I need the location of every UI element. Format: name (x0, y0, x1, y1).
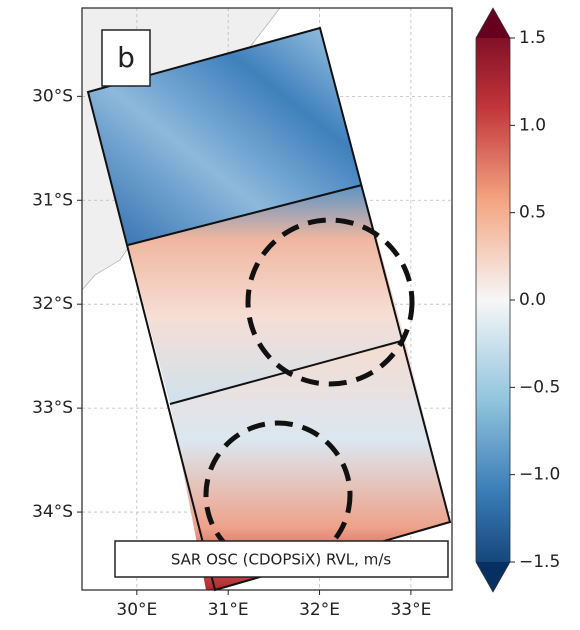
map-frame (81, 7, 453, 591)
swath-outline (86, 26, 452, 592)
panel-label: b (117, 41, 135, 74)
x-tick-label: 30°E (116, 600, 157, 620)
swath (88, 28, 362, 245)
panel-label-box (101, 29, 151, 87)
x-tick-label: 32°E (299, 600, 340, 620)
colorbar-tick-label: −0.5 (519, 377, 560, 397)
colorbar-tick-label: −1.0 (519, 465, 560, 485)
swath-divider (127, 184, 363, 246)
y-tick-label: 32°S (32, 294, 73, 314)
y-tick-label: 30°S (32, 86, 73, 106)
y-tick-label: 33°S (32, 398, 73, 418)
y-tick-label: 31°S (32, 190, 73, 210)
x-tick-label: 33°E (390, 600, 431, 620)
annotation: SAR OSC (CDOPSiX) RVL, m/s (171, 551, 392, 569)
colorbar-tick-label: 0.0 (519, 290, 546, 310)
colorbar-tick-label: 1.5 (519, 28, 546, 48)
eddy-circle (245, 217, 415, 387)
colorbar-tick-label: 0.5 (519, 203, 546, 223)
colorbar-tick-label: 1.0 (519, 115, 546, 135)
colorbar-extend (476, 562, 510, 592)
y-tick-label: 34°S (32, 502, 73, 522)
annotation-box (114, 540, 449, 578)
colorbar-extend (476, 8, 510, 38)
x-tick-label: 31°E (208, 600, 249, 620)
colorbar (476, 8, 510, 592)
swath (170, 340, 450, 590)
colorbar-tick-label: −1.5 (519, 552, 560, 572)
swath (128, 185, 405, 404)
